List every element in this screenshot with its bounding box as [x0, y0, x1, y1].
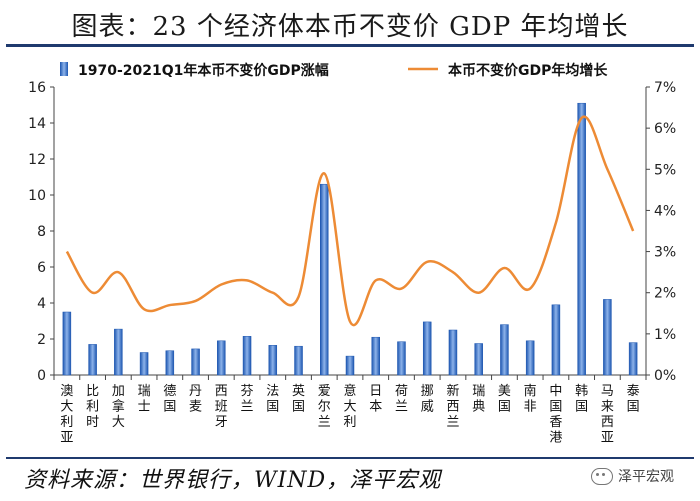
- x-tick-label: 南非: [524, 383, 537, 415]
- bar: [62, 311, 72, 376]
- x-tick-label: 比利时: [86, 384, 99, 430]
- page-title: 图表：23 个经济体本币不变价 GDP 年均增长: [71, 12, 629, 42]
- x-tick-label: 新西兰: [446, 383, 459, 430]
- x-tick-label: 美国: [498, 384, 511, 415]
- y-left-tick-label: 0: [37, 368, 46, 384]
- x-tick-label: 英国: [292, 384, 305, 415]
- bar: [191, 348, 200, 376]
- wechat-icon: [591, 467, 613, 485]
- y-left-tick-label: 10: [28, 188, 46, 204]
- bar: [345, 355, 355, 376]
- x-tick-label: 德国: [163, 384, 176, 415]
- x-axis-labels: 澳大利亚比利时加拿大瑞士德国丹麦西班牙芬兰法国英国爱尔兰意大利日本荷兰挪威新西兰…: [60, 383, 639, 446]
- x-tick-label: 韩国: [575, 384, 588, 415]
- y-right-tick-label: 3%: [654, 245, 676, 261]
- bar: [217, 340, 226, 376]
- bar: [628, 342, 638, 376]
- bar: [603, 299, 612, 376]
- bar-series: [62, 102, 638, 376]
- x-tick-label: 日本: [369, 384, 382, 415]
- line-series: [65, 115, 635, 327]
- bar: [474, 343, 483, 376]
- watermark: 泽平宏观: [591, 466, 674, 486]
- x-tick-label: 丹麦: [189, 384, 202, 415]
- x-tick-label: 西班牙: [215, 384, 228, 430]
- y-right-tick-label: 0%: [654, 368, 676, 384]
- axes: 0 2 4 6 8 10 12 14 16 0% 1% 2% 3% 4% 5% 6% 7%: [28, 80, 676, 384]
- x-tick-label: 瑞典: [472, 384, 485, 415]
- bar: [448, 329, 458, 376]
- bar: [320, 183, 329, 376]
- bar: [294, 345, 303, 376]
- x-tick-label: 荷兰: [395, 384, 408, 415]
- bar: [242, 336, 252, 376]
- watermark-label: 泽平宏观: [618, 469, 674, 485]
- y-left-tick-label: 2: [37, 332, 46, 348]
- y-left-tick-label: 6: [37, 260, 46, 276]
- y-right-tick-label: 5%: [654, 162, 676, 178]
- x-tick-label: 芬兰: [241, 384, 254, 415]
- legend-line-label: 本币不变价GDP年均增长: [448, 62, 608, 79]
- bar: [577, 102, 586, 376]
- bar: [551, 304, 561, 376]
- y-right-tick-label: 7%: [654, 80, 676, 96]
- x-tick-label: 瑞士: [138, 384, 151, 415]
- x-tick-label: 泰国: [627, 384, 640, 415]
- legend-bar-swatch: [60, 62, 68, 76]
- x-tick-label: 意大利: [343, 383, 356, 430]
- y-right-tick-label: 2%: [654, 286, 676, 302]
- y-right-tick-label: 1%: [654, 327, 676, 343]
- chart: 1970-2021Q1年本币不变价GDP涨幅 本币不变价GDP年均增长 0 2 4 6…: [28, 62, 676, 446]
- x-tick-label: 加拿大: [112, 384, 125, 430]
- y-left-tick-label: 4: [37, 296, 46, 312]
- y-left-tick-label: 14: [28, 116, 46, 132]
- bar: [397, 341, 406, 376]
- y-left-tick-label: 8: [37, 224, 46, 240]
- bar: [268, 345, 278, 376]
- bar: [500, 324, 509, 376]
- title-divider: [6, 44, 694, 47]
- x-tick-label: 澳大利亚: [60, 383, 73, 446]
- x-tick-label: 挪威: [421, 384, 434, 415]
- y-right-tick-label: 4%: [654, 203, 676, 219]
- x-tick-label: 法国: [266, 384, 279, 415]
- y-left-tick-label: 12: [28, 152, 46, 168]
- bar: [422, 321, 432, 376]
- bar: [525, 340, 535, 376]
- line-path: [65, 115, 635, 327]
- bar: [371, 336, 380, 376]
- x-tick-label: 中国香港: [549, 384, 562, 446]
- y-right-tick-label: 6%: [654, 121, 676, 137]
- x-tick-label: 马来西亚: [601, 384, 614, 446]
- legend: 1970-2021Q1年本币不变价GDP涨幅 本币不变价GDP年均增长: [60, 62, 608, 79]
- legend-bar-label: 1970-2021Q1年本币不变价GDP涨幅: [78, 62, 329, 79]
- footer-divider: [6, 457, 694, 459]
- source-note: 资料来源：世界银行，WIND，泽平宏观: [24, 468, 442, 493]
- bar: [88, 344, 97, 376]
- bar: [114, 328, 123, 376]
- bar: [139, 352, 149, 376]
- y-left-tick-label: 16: [28, 80, 46, 96]
- x-tick-label: 爱尔兰: [318, 384, 331, 430]
- bar: [165, 350, 175, 376]
